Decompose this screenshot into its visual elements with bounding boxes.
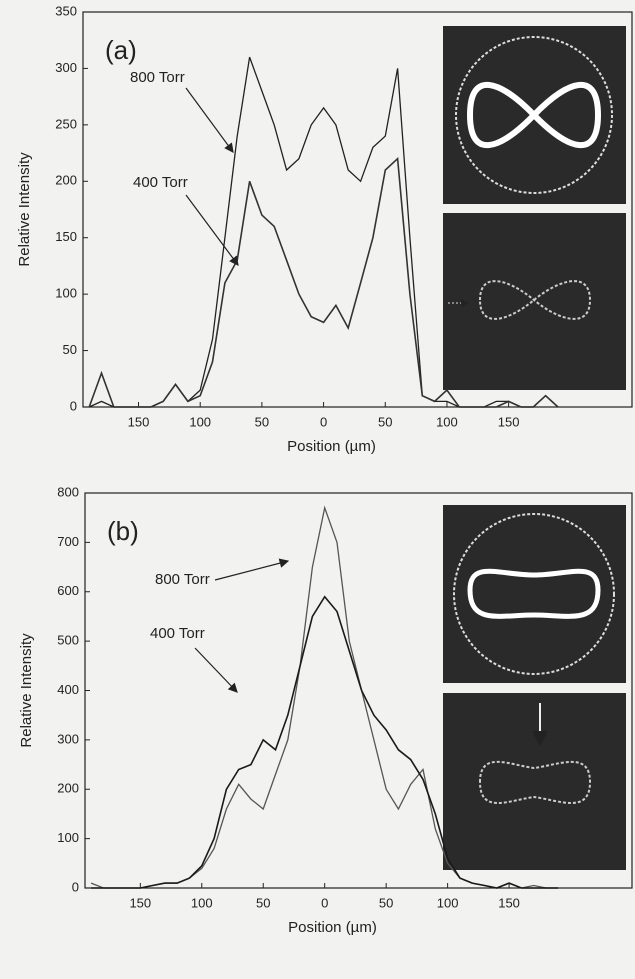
y-tick-label: 800 bbox=[57, 484, 79, 499]
y-axis-label: Relative Intensity bbox=[18, 633, 35, 748]
y-tick-label: 200 bbox=[57, 781, 79, 796]
series-label: 800 Torr bbox=[130, 69, 185, 86]
y-tick-label: 0 bbox=[72, 879, 79, 894]
series-label: 400 Torr bbox=[133, 174, 188, 191]
x-tick-label: 100 bbox=[436, 414, 458, 429]
y-tick-label: 250 bbox=[55, 116, 77, 131]
series-label: 800 Torr bbox=[155, 571, 210, 588]
x-tick-label: 100 bbox=[437, 895, 459, 910]
x-tick-label: 50 bbox=[378, 414, 392, 429]
y-tick-label: 100 bbox=[55, 286, 77, 301]
y-axis-label: Relative Intensity bbox=[16, 152, 33, 267]
x-axis-label: Position (µm) bbox=[288, 919, 377, 936]
x-axis-label: Position (µm) bbox=[287, 438, 376, 455]
x-tick-label: 150 bbox=[498, 895, 520, 910]
y-tick-label: 300 bbox=[57, 731, 79, 746]
x-tick-label: 50 bbox=[255, 414, 269, 429]
x-tick-label: 50 bbox=[256, 895, 270, 910]
x-tick-label: 150 bbox=[128, 414, 150, 429]
annotation-arrow bbox=[214, 558, 290, 581]
y-tick-label: 700 bbox=[57, 534, 79, 549]
y-tick-label: 300 bbox=[55, 60, 77, 75]
annotation-arrow bbox=[185, 194, 239, 266]
y-tick-label: 50 bbox=[63, 342, 77, 357]
x-tick-label: 0 bbox=[321, 895, 328, 910]
y-tick-label: 500 bbox=[57, 633, 79, 648]
data-line bbox=[88, 157, 559, 408]
x-tick-label: 50 bbox=[379, 895, 393, 910]
x-tick-label: 100 bbox=[191, 895, 213, 910]
y-tick-label: 350 bbox=[55, 3, 77, 18]
series-label: 400 Torr bbox=[150, 625, 205, 642]
x-tick-label: 100 bbox=[189, 414, 211, 429]
annotation-arrow bbox=[194, 647, 238, 693]
x-tick-label: 150 bbox=[129, 895, 151, 910]
inset-images-b bbox=[443, 505, 626, 870]
panel-label: (a) bbox=[105, 35, 137, 65]
y-tick-label: 100 bbox=[57, 830, 79, 845]
inset-images-a bbox=[443, 26, 626, 390]
y-tick-label: 600 bbox=[57, 583, 79, 598]
y-tick-label: 200 bbox=[55, 173, 77, 188]
annotation-arrow bbox=[185, 87, 234, 153]
y-tick-label: 0 bbox=[70, 398, 77, 413]
panel-label: (b) bbox=[107, 516, 139, 546]
y-tick-label: 400 bbox=[57, 682, 79, 697]
y-tick-label: 150 bbox=[55, 229, 77, 244]
x-tick-label: 0 bbox=[320, 414, 327, 429]
x-tick-label: 150 bbox=[498, 414, 520, 429]
plot-frame bbox=[82, 11, 633, 408]
data-line bbox=[91, 595, 559, 889]
